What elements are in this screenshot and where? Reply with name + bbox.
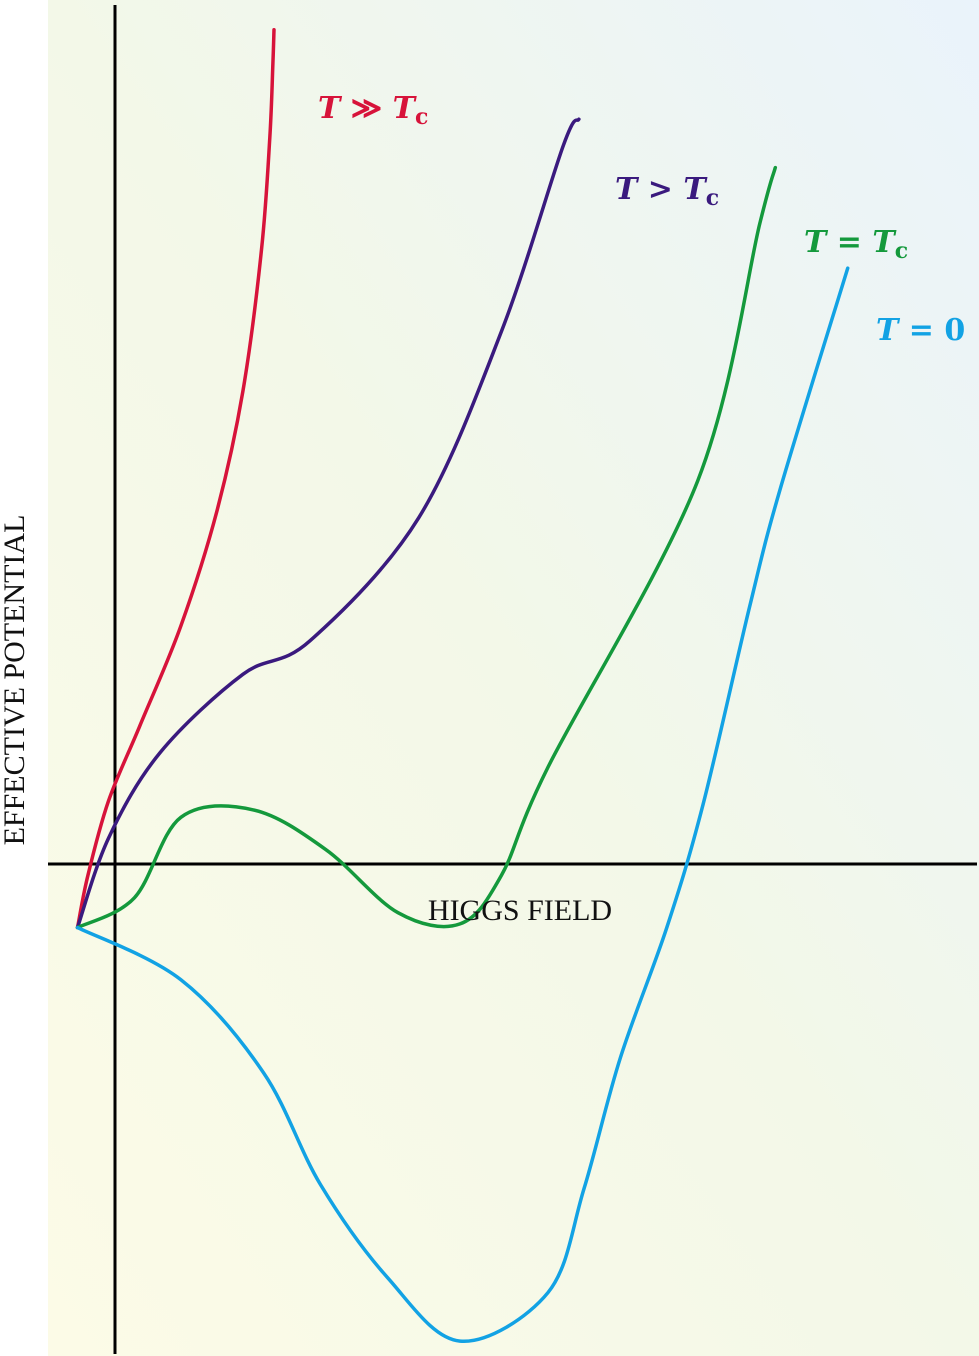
y-axis-title: EFFECTIVE POTENTIAL (0, 515, 31, 846)
curve-t-equal-tc (75, 165, 778, 930)
label-t-greater-tc: T > Tc (615, 172, 719, 211)
curve-t-much-greater-tc (75, 28, 276, 930)
label-t-zero: T = 0 (876, 313, 965, 348)
label-t-equal-tc: T = Tc (804, 225, 908, 264)
curve-t-zero (75, 266, 850, 1343)
plot-background (48, 0, 979, 1356)
label-t-much-greater-tc: T ≫ Tc (318, 91, 428, 130)
curve-t-greater-tc (75, 117, 581, 930)
x-axis-title: HIGGS FIELD (428, 894, 612, 927)
curves-layer (75, 28, 850, 1343)
